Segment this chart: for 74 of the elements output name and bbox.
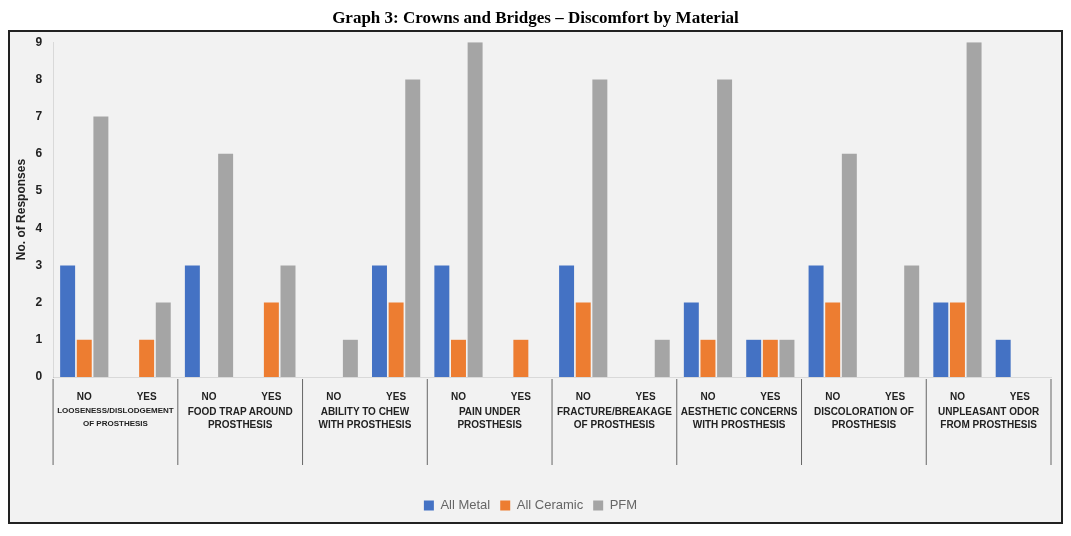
x-tick-label: NO bbox=[575, 390, 591, 402]
y-tick-label: 6 bbox=[35, 146, 43, 161]
y-tick-label: 0 bbox=[35, 369, 43, 384]
y-tick-label: 9 bbox=[35, 34, 43, 49]
bar bbox=[434, 265, 450, 377]
legend-label: PFM bbox=[609, 497, 638, 513]
bar bbox=[76, 339, 92, 377]
bar bbox=[592, 79, 608, 377]
x-tick-label: YES bbox=[885, 390, 906, 402]
text: FOOD TRAP AROUND PROSTHESIS bbox=[187, 405, 293, 430]
bar bbox=[139, 339, 155, 377]
bar bbox=[966, 42, 982, 377]
x-tick-label: YES bbox=[1009, 390, 1031, 402]
bar bbox=[683, 302, 699, 377]
bar bbox=[263, 302, 279, 377]
bar bbox=[451, 339, 466, 377]
bar bbox=[371, 265, 387, 377]
y-tick-label: 8 bbox=[35, 71, 43, 86]
bar bbox=[779, 339, 795, 377]
y-tick-label: 3 bbox=[35, 257, 43, 272]
bar bbox=[184, 265, 200, 377]
text: UNPLEASANT ODOR FROM PROSTHESIS bbox=[938, 405, 1040, 430]
bar bbox=[155, 302, 171, 377]
bar bbox=[825, 302, 841, 377]
bar bbox=[995, 339, 1011, 377]
y-axis-title: No. of Responses bbox=[13, 158, 28, 261]
bar bbox=[342, 339, 358, 377]
bar bbox=[93, 116, 109, 377]
legend-label: All Metal bbox=[440, 497, 491, 513]
x-tick-label: YES bbox=[635, 390, 656, 402]
x-tick-label: NO bbox=[76, 390, 92, 402]
x-tick-label: YES bbox=[386, 390, 407, 402]
bar bbox=[808, 265, 824, 377]
text: DISCOLORATION OF PROSTHESIS bbox=[813, 405, 914, 430]
bar bbox=[388, 302, 404, 377]
x-tick-label: YES bbox=[760, 390, 781, 402]
text: PAIN UNDER PROSTHESIS bbox=[457, 405, 523, 430]
text: LOOSENESS/DISLODGEMENT OF PROSTHESIS bbox=[57, 406, 174, 429]
text: FRACTURE/BREAKAGE OF PROSTHESIS bbox=[556, 405, 673, 430]
chart-title: Graph 3: Crowns and Bridges – Discomfort by Material bbox=[331, 8, 740, 28]
y-tick-label: 2 bbox=[35, 294, 43, 309]
bar bbox=[467, 42, 483, 377]
y-tick-label: 5 bbox=[35, 183, 43, 198]
bar bbox=[218, 153, 234, 377]
bar bbox=[559, 265, 575, 377]
bar bbox=[746, 339, 762, 377]
bar bbox=[405, 79, 421, 377]
bar bbox=[949, 302, 965, 377]
y-tick-label: 7 bbox=[35, 108, 43, 123]
x-tick-label: YES bbox=[136, 390, 157, 402]
x-tick-label: NO bbox=[450, 390, 467, 402]
x-tick-label: NO bbox=[201, 390, 217, 402]
bar bbox=[575, 302, 591, 377]
bar bbox=[280, 265, 296, 377]
legend-label: All Ceramic bbox=[516, 497, 584, 513]
bar bbox=[717, 79, 733, 377]
bar bbox=[513, 339, 529, 377]
x-tick-label: YES bbox=[510, 390, 532, 402]
bar bbox=[60, 265, 76, 377]
text: AESTHETIC CONCERNS WITH PROSTHESIS bbox=[680, 405, 798, 430]
text: ABILITY TO CHEW WITH PROSTHESIS bbox=[318, 405, 412, 430]
y-tick-label: 1 bbox=[35, 332, 43, 347]
bar bbox=[762, 339, 778, 377]
x-tick-label: NO bbox=[700, 390, 716, 402]
bar bbox=[933, 302, 949, 377]
bar bbox=[904, 265, 920, 377]
bar bbox=[841, 153, 857, 377]
x-tick-label: NO bbox=[825, 390, 841, 402]
bar bbox=[700, 339, 716, 377]
bar bbox=[654, 339, 670, 377]
x-tick-label: NO bbox=[949, 390, 966, 402]
x-tick-label: YES bbox=[261, 390, 282, 402]
y-tick-label: 4 bbox=[35, 220, 43, 235]
x-tick-label: NO bbox=[326, 390, 342, 402]
